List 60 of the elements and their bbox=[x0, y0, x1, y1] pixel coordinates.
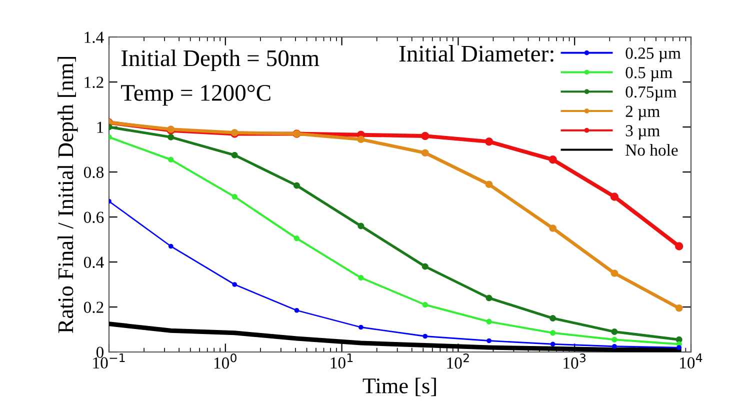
x-tick-label: 10$^{0}$ bbox=[214, 353, 236, 369]
point bbox=[548, 156, 557, 164]
point bbox=[675, 304, 683, 312]
point bbox=[358, 274, 364, 281]
y-tick-label: 1.4 bbox=[84, 32, 104, 44]
y-tick-label: 0.6 bbox=[84, 212, 104, 224]
x-tick-label: 10$^{2}$ bbox=[447, 353, 469, 369]
legend-label: 0.75µm bbox=[626, 86, 677, 101]
annotation: Temp = 1200°C bbox=[121, 84, 270, 106]
legend-label: 0.5 µm bbox=[626, 66, 672, 82]
point bbox=[486, 318, 492, 324]
point bbox=[610, 192, 619, 201]
point bbox=[421, 132, 430, 140]
legend-label: 3 µm bbox=[626, 125, 660, 140]
x-tick-label: 10$^{3}$ bbox=[564, 353, 586, 369]
point bbox=[486, 338, 492, 344]
point bbox=[168, 134, 174, 140]
point bbox=[294, 308, 300, 313]
point bbox=[421, 149, 429, 157]
point bbox=[550, 342, 556, 347]
point bbox=[168, 156, 174, 162]
point bbox=[612, 344, 617, 349]
point bbox=[676, 345, 682, 350]
point bbox=[486, 294, 492, 302]
point bbox=[293, 182, 300, 189]
legend-label: 0.25 µm bbox=[626, 48, 681, 62]
point bbox=[357, 136, 365, 144]
point bbox=[422, 302, 428, 308]
point bbox=[484, 138, 494, 146]
point bbox=[168, 244, 174, 249]
y-tick-label: 0.8 bbox=[84, 166, 104, 178]
point bbox=[232, 194, 238, 200]
point bbox=[232, 282, 238, 287]
point bbox=[610, 270, 618, 277]
y-tick-label: 1.2 bbox=[84, 76, 104, 88]
annotation: Initial Depth = 50nm bbox=[121, 50, 320, 72]
point bbox=[422, 334, 428, 339]
y-tick-label: 0.4 bbox=[84, 256, 104, 268]
point bbox=[674, 242, 684, 250]
point bbox=[550, 314, 556, 322]
point bbox=[422, 263, 428, 270]
legend-label: 2 µm bbox=[626, 106, 660, 120]
line-series bbox=[109, 322, 682, 352]
y-axis-title: Ratio Final / Initial Depth [nm] bbox=[58, 56, 78, 334]
y-tick-label: 1 bbox=[97, 122, 104, 133]
point bbox=[611, 328, 618, 336]
point bbox=[549, 224, 557, 232]
point bbox=[358, 324, 364, 330]
point bbox=[294, 236, 300, 242]
point bbox=[231, 152, 238, 158]
point bbox=[550, 330, 556, 336]
x-tick-label: 10$^{4}$ bbox=[680, 353, 702, 369]
point bbox=[485, 180, 493, 188]
x-tick-label: 10$^{1}$ bbox=[330, 353, 353, 369]
point bbox=[358, 222, 364, 230]
legend-label: No hole bbox=[626, 144, 678, 156]
x-axis-title: Time [s] bbox=[362, 378, 436, 396]
legend-title: Initial Diameter: bbox=[399, 45, 554, 62]
y-tick-label: 0.2 bbox=[84, 302, 104, 314]
point bbox=[612, 336, 618, 342]
